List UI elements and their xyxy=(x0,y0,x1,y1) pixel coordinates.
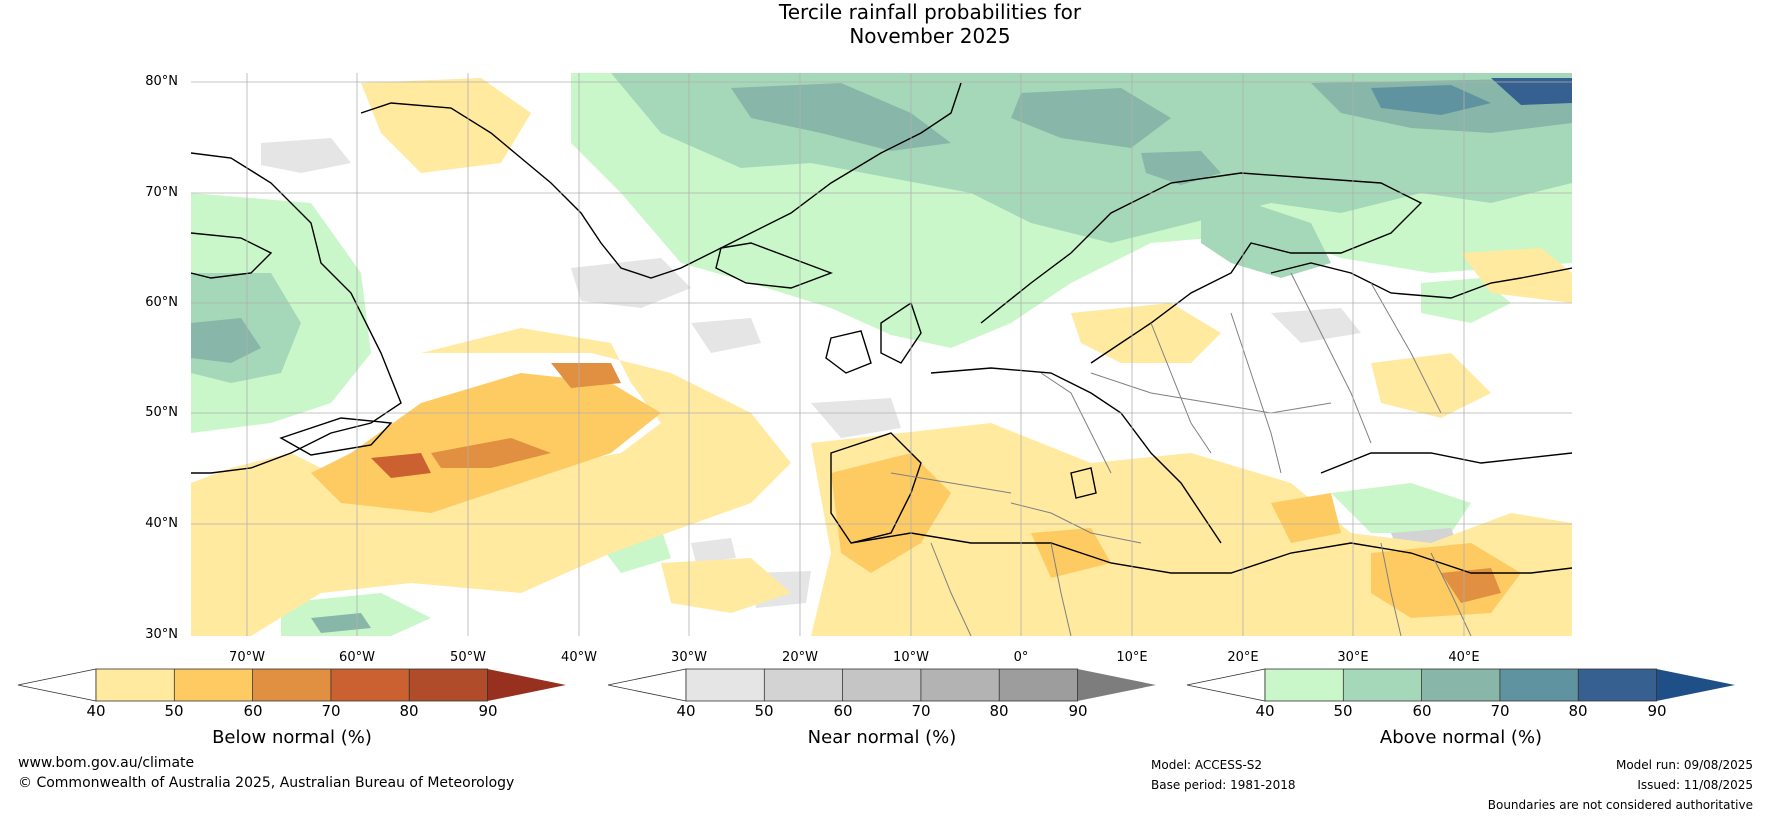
colorbar-below-tick-80: 80 xyxy=(399,702,419,720)
colorbar-below-label: Below normal (%) xyxy=(212,727,372,748)
colorbar-above-50-60 xyxy=(1343,669,1422,701)
colorbar-below-tick-40: 40 xyxy=(86,702,106,720)
colorbar-below-extend-high xyxy=(487,669,566,701)
lon-label-30e: 30°E xyxy=(1337,650,1369,665)
colorbar-near-svg xyxy=(607,668,1156,702)
footer-url: www.bom.gov.au/climate xyxy=(18,755,195,771)
colorbar-below-60-70 xyxy=(252,669,331,701)
colorbar-above-tick-90: 90 xyxy=(1647,702,1667,720)
colorbar-near-80-90 xyxy=(999,669,1078,701)
colorbar-near-tick-50: 50 xyxy=(754,702,774,720)
colorbar-near-tick-70: 70 xyxy=(911,702,931,720)
lat-label-60n: 60°N xyxy=(145,295,178,310)
graticule xyxy=(191,73,1572,636)
colorbar-near xyxy=(607,668,1158,702)
lat-label-40n: 40°N xyxy=(145,516,178,531)
lat-label-70n: 70°N xyxy=(145,185,178,200)
colorbar-below xyxy=(17,668,568,702)
colorbar-above-tick-70: 70 xyxy=(1490,702,1510,720)
colorbar-near-50-60 xyxy=(764,669,843,701)
title-line-1: Tercile rainfall probabilities for xyxy=(778,0,1082,24)
lon-label-0: 0° xyxy=(1013,650,1029,665)
colorbar-above-80-90 xyxy=(1578,669,1657,701)
colorbar-above-60-70 xyxy=(1421,669,1500,701)
colorbar-below-40-50 xyxy=(96,669,175,701)
colorbar-above-40-50 xyxy=(1265,669,1344,701)
colorbar-above xyxy=(1186,668,1737,702)
colorbar-near-tick-90: 90 xyxy=(1068,702,1088,720)
colorbar-near-tick-80: 80 xyxy=(989,702,1009,720)
colorbar-below-svg xyxy=(17,668,566,702)
colorbar-above-extend-low xyxy=(1186,668,1266,702)
near-normal-regions xyxy=(261,138,1461,608)
coastlines xyxy=(191,82,1572,574)
colorbar-below-tick-60: 60 xyxy=(243,702,263,720)
colorbar-above-tick-50: 50 xyxy=(1333,702,1353,720)
colorbar-above-tick-60: 60 xyxy=(1412,702,1432,720)
lon-label-40w: 40°W xyxy=(561,650,597,665)
colorbar-below-tick-50: 50 xyxy=(164,702,184,720)
chart-title: Tercile rainfall probabilities for Novem… xyxy=(0,0,1770,48)
colorbar-below-70-80 xyxy=(330,669,410,701)
colorbar-near-70-80 xyxy=(920,669,1000,701)
colorbar-near-40-50 xyxy=(686,669,765,701)
lon-label-70w: 70°W xyxy=(229,650,265,665)
colorbar-near-extend-low xyxy=(607,668,687,702)
colorbar-near-label: Near normal (%) xyxy=(807,727,957,748)
lon-label-20e: 20°E xyxy=(1227,650,1259,665)
colorbar-below-dividers xyxy=(95,668,488,702)
colorbar-above-svg xyxy=(1186,668,1735,702)
lat-label-50n: 50°N xyxy=(145,405,178,420)
above-normal-regions xyxy=(191,73,1572,636)
forecast-map xyxy=(191,73,1572,636)
lon-label-20w: 20°W xyxy=(782,650,818,665)
lat-label-30n: 30°N xyxy=(145,627,178,642)
colorbar-above-70-80 xyxy=(1499,669,1579,701)
footer-base-period: Base period: 1981-2018 xyxy=(1151,778,1296,792)
footer-disclaimer: Boundaries are not considered authoritat… xyxy=(1487,798,1753,812)
lon-label-50w: 50°W xyxy=(450,650,486,665)
footer-model: Model: ACCESS-S2 xyxy=(1151,758,1263,772)
colorbar-below-80-90 xyxy=(409,669,488,701)
colorbar-above-tick-40: 40 xyxy=(1255,702,1275,720)
lon-label-30w: 30°W xyxy=(671,650,707,665)
lon-label-10e: 10°E xyxy=(1116,650,1148,665)
lon-label-60w: 60°W xyxy=(339,650,375,665)
colorbar-below-tick-70: 70 xyxy=(321,702,341,720)
colorbar-above-dividers xyxy=(1264,668,1657,702)
colorbar-above-extend-high xyxy=(1656,669,1735,701)
lon-label-10w: 10°W xyxy=(893,650,929,665)
title-line-2: November 2025 xyxy=(849,24,1011,48)
colorbar-below-50-60 xyxy=(174,669,253,701)
colorbar-below-extend-low xyxy=(17,668,97,702)
colorbar-near-60-70 xyxy=(842,669,921,701)
footer-model-run: Model run: 09/08/2025 xyxy=(1615,758,1753,772)
footer-copyright: © Commonwealth of Australia 2025, Austra… xyxy=(18,775,515,791)
colorbar-above-tick-80: 80 xyxy=(1568,702,1588,720)
colorbar-near-extend-high xyxy=(1077,669,1156,701)
below-normal-regions xyxy=(191,78,1572,636)
colorbar-above-label: Above normal (%) xyxy=(1379,727,1543,748)
lat-label-80n: 80°N xyxy=(145,74,178,89)
colorbar-near-tick-60: 60 xyxy=(833,702,853,720)
footer-issued: Issued: 11/08/2025 xyxy=(1637,778,1753,792)
colorbar-near-tick-40: 40 xyxy=(676,702,696,720)
map-svg xyxy=(191,73,1572,636)
colorbar-below-tick-90: 90 xyxy=(478,702,498,720)
lon-label-40e: 40°E xyxy=(1448,650,1480,665)
colorbar-near-dividers xyxy=(685,668,1078,702)
